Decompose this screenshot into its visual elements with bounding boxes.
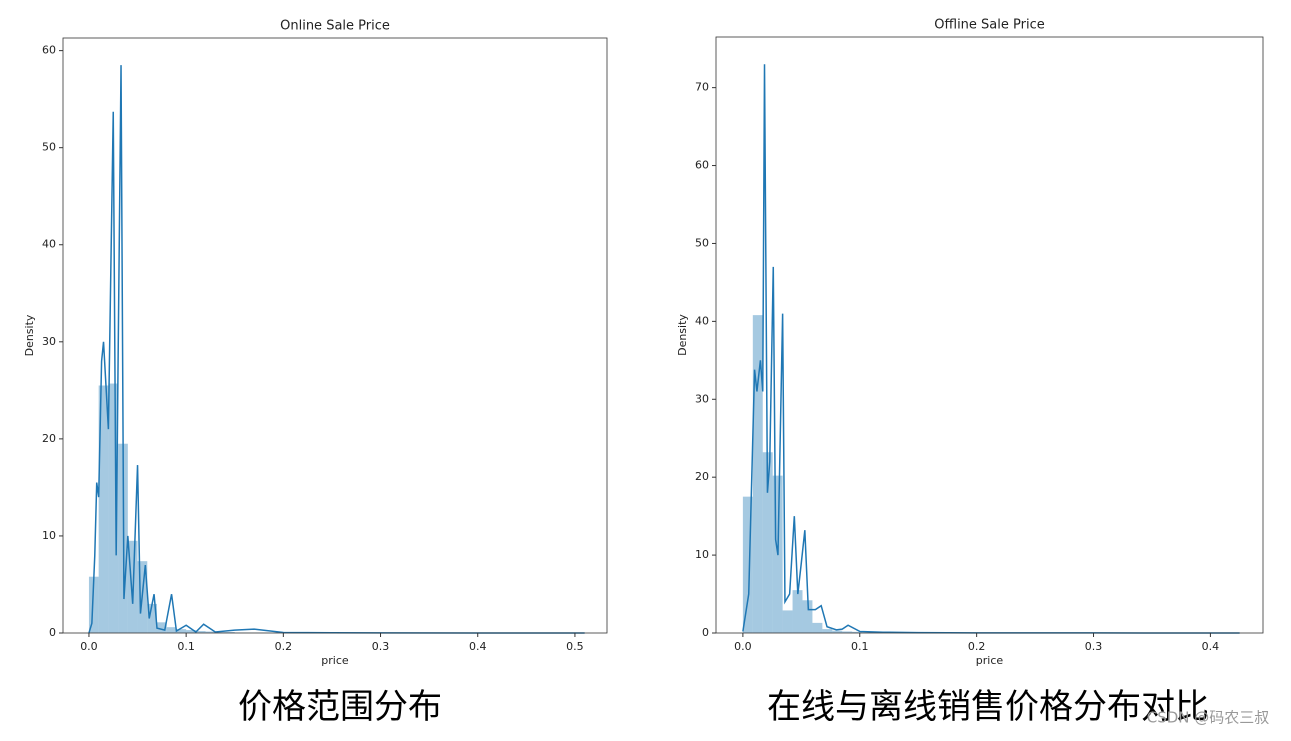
y-tick-label: 20 <box>695 470 709 483</box>
bar <box>793 590 803 633</box>
x-tick-label: 0.1 <box>177 640 195 653</box>
y-tick-label: 10 <box>695 548 709 561</box>
x-tick-label: 0.5 <box>566 640 584 653</box>
watermark: CSDN @码农三叔 <box>1147 709 1270 727</box>
y-axis-label: Density <box>23 314 36 356</box>
bar <box>812 623 822 633</box>
bar <box>783 610 793 633</box>
y-axis-label: Density <box>676 314 689 356</box>
y-tick-label: 20 <box>42 432 56 445</box>
x-tick-label: 0.0 <box>80 640 98 653</box>
y-tick-label: 70 <box>695 81 709 94</box>
y-tick-label: 0 <box>49 626 56 639</box>
x-tick-label: 0.4 <box>1202 640 1220 653</box>
y-tick-label: 30 <box>42 335 56 348</box>
x-tick-label: 0.3 <box>372 640 390 653</box>
bar <box>167 627 177 633</box>
x-axis-label: price <box>976 654 1004 667</box>
x-tick-label: 0.3 <box>1085 640 1103 653</box>
y-tick-label: 60 <box>42 44 56 57</box>
y-tick-label: 0 <box>702 626 709 639</box>
y-tick-label: 30 <box>695 392 709 405</box>
x-tick-label: 0.4 <box>469 640 487 653</box>
y-tick-label: 40 <box>695 314 709 327</box>
y-tick-label: 50 <box>695 236 709 249</box>
chart-title: Online Sale Price <box>280 19 390 34</box>
y-tick-label: 60 <box>695 159 709 172</box>
caption: 价格范围分布 <box>238 688 442 726</box>
bar <box>822 629 832 633</box>
chart-title: Offline Sale Price <box>934 18 1044 33</box>
y-tick-label: 40 <box>42 238 56 251</box>
caption: 在线与离线销售价格分布对比 <box>767 688 1209 726</box>
x-tick-label: 0.2 <box>275 640 293 653</box>
y-tick-label: 10 <box>42 529 56 542</box>
x-tick-label: 0.1 <box>851 640 869 653</box>
x-axis-label: price <box>321 654 349 667</box>
x-tick-label: 0.0 <box>734 640 752 653</box>
x-tick-label: 0.2 <box>968 640 986 653</box>
y-tick-label: 50 <box>42 141 56 154</box>
